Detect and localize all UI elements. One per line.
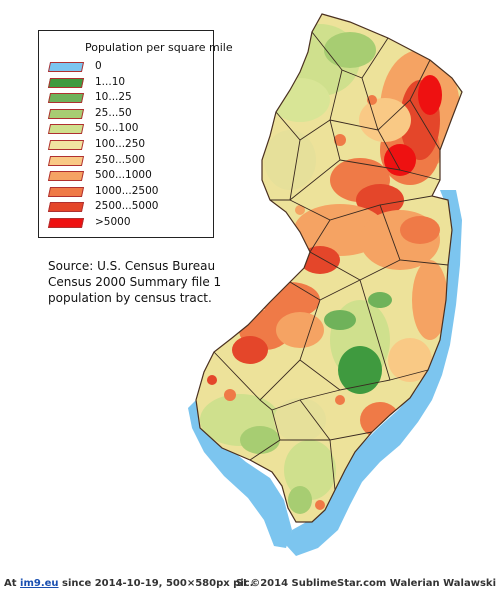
legend-item: 50...100 — [47, 122, 209, 137]
source-note: Source: U.S. Census Bureau Census 2000 S… — [48, 258, 268, 306]
footer-credit: SI ©2014 SublimeStar.com Walerian Walaws… — [235, 578, 496, 589]
legend-label: 250...500 — [95, 153, 146, 166]
footer-site-link[interactable]: im9.eu — [20, 578, 59, 589]
legend-swatch — [47, 62, 85, 72]
legend-swatch — [47, 108, 85, 119]
map-area: Population per square mile 0 1...10 10...2… — [38, 13, 463, 556]
source-line-1: Source: U.S. Census Bureau — [48, 259, 216, 273]
footer-left: At im9.eu since 2014-10-19, 500×580px pi… — [4, 578, 253, 589]
legend-label: 50...100 — [95, 122, 139, 135]
legend-label: 500...1000 — [95, 169, 152, 182]
legend-swatch — [47, 93, 85, 104]
legend-item: 500...1000 — [47, 169, 209, 184]
legend-item: 2500...5000 — [47, 200, 209, 215]
legend-item: >5000 — [47, 216, 209, 231]
footer-bar: At im9.eu since 2014-10-19, 500×580px pi… — [0, 576, 500, 592]
legend-swatch — [47, 124, 85, 135]
legend-title: Population per square mile — [85, 41, 233, 54]
footer-prefix: At — [4, 578, 21, 589]
state-outline — [195, 13, 463, 523]
legend-label: 10...25 — [95, 91, 132, 104]
source-line-2: Census 2000 Summary file 1 — [48, 275, 222, 289]
source-line-3: population by census tract. — [48, 291, 212, 305]
legend-item: 100...250 — [47, 138, 209, 153]
legend-swatch — [47, 77, 85, 88]
legend-swatch — [47, 202, 85, 213]
legend-item: 1...10 — [47, 75, 209, 91]
legend-label: 1...10 — [95, 75, 126, 88]
legend-item: 25...50 — [47, 106, 209, 122]
legend: Population per square mile 0 1...10 10...2… — [38, 30, 233, 238]
atlantic-ocean — [286, 190, 462, 556]
legend-item: 0 — [47, 60, 209, 75]
legend-swatch — [47, 171, 85, 182]
legend-swatch — [47, 140, 85, 150]
legend-item: 250...500 — [47, 153, 209, 169]
legend-swatch — [47, 218, 85, 228]
legend-swatch — [47, 155, 85, 166]
footer-suffix: since 2014-10-19, 500×580px pic. — [58, 578, 254, 589]
legend-label: 0 — [95, 60, 102, 72]
legend-item: 10...25 — [47, 91, 209, 106]
legend-label: >5000 — [95, 216, 131, 228]
new-jersey-map — [188, 13, 463, 556]
legend-label: 25...50 — [95, 106, 132, 119]
legend-label: 100...250 — [95, 138, 146, 150]
legend-item: 1000...2500 — [47, 184, 209, 200]
legend-label: 2500...5000 — [95, 200, 159, 213]
legend-label: 1000...2500 — [95, 184, 159, 197]
legend-swatch — [47, 186, 85, 197]
county-boundaries — [213, 31, 449, 491]
